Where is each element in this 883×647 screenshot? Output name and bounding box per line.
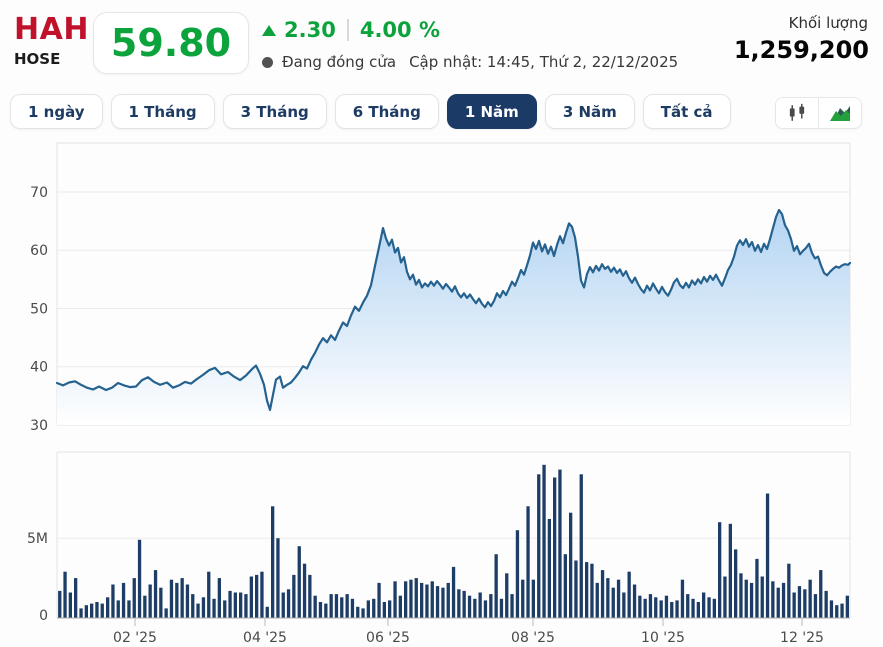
toggle-divider (818, 98, 819, 128)
volume-value: 1,259,200 (733, 36, 869, 64)
price-y-tick: 50 (30, 301, 48, 317)
price-change-row: 2.30 4.00 % (262, 18, 440, 42)
range-tab-3[interactable]: 6 Tháng (334, 94, 439, 129)
volume-y-tick: 5M (27, 531, 48, 547)
range-tab-5[interactable]: 3 Năm (544, 94, 635, 129)
x-axis-tick-label: 02 '25 (113, 630, 157, 646)
candlestick-view-button[interactable] (776, 98, 818, 128)
x-axis-tick-label: 04 '25 (243, 630, 287, 646)
chart-type-toggle (775, 97, 862, 129)
current-price: 59.80 (110, 21, 232, 65)
volume-plot: 0 5M 02 '25 04 '25 06 '25 08 '25 10 '25 12 '25 (27, 451, 851, 646)
x-axis-tick-label: 10 '25 (641, 630, 685, 646)
price-change-value: 2.30 (284, 18, 336, 42)
price-change-percent: 4.00 % (359, 18, 440, 42)
volume-bars (58, 464, 849, 619)
x-axis-tick-label: 08 '25 (511, 630, 555, 646)
price-line-series (55, 208, 852, 411)
range-tab-2[interactable]: 3 Tháng (222, 94, 327, 129)
area-chart-icon (830, 106, 850, 121)
price-plot: 30 40 50 60 70 (30, 142, 852, 434)
exchange-label: HOSE (14, 50, 61, 68)
market-status-text: Đang đóng cửa (282, 53, 397, 71)
up-arrow-icon (262, 24, 276, 36)
price-y-tick: 40 (30, 360, 48, 376)
price-area-fill (57, 210, 850, 425)
last-updated-text: Cập nhật: 14:45, Thứ 2, 22/12/2025 (409, 53, 679, 71)
x-axis-tick-label: 06 '25 (366, 630, 410, 646)
change-divider (346, 19, 349, 41)
range-tabs: 1 ngày 1 Tháng 3 Tháng 6 Tháng 1 Năm 3 Năm Tất… (10, 94, 731, 129)
candlestick-icon (789, 103, 805, 121)
market-status-dot-icon (262, 56, 273, 68)
price-y-tick: 70 (30, 185, 48, 201)
price-y-tick: 60 (30, 243, 48, 259)
price-y-tick: 30 (30, 418, 48, 434)
volume-y-tick: 0 (39, 608, 48, 624)
area-view-button[interactable] (819, 98, 861, 128)
range-tab-4[interactable]: 1 Năm (446, 94, 537, 129)
range-tab-1[interactable]: 1 Tháng (110, 94, 215, 129)
range-tab-6[interactable]: Tất cả (642, 94, 731, 129)
ticker-symbol: HAH (14, 12, 89, 47)
x-axis-tick-label: 12 '25 (780, 630, 824, 646)
volume-label: Khối lượng (788, 14, 868, 32)
market-status-row: Đang đóng cửa Cập nhật: 14:45, Thứ 2, 22… (262, 53, 678, 71)
range-tab-0[interactable]: 1 ngày (10, 94, 103, 129)
current-price-box: 59.80 (93, 12, 249, 74)
